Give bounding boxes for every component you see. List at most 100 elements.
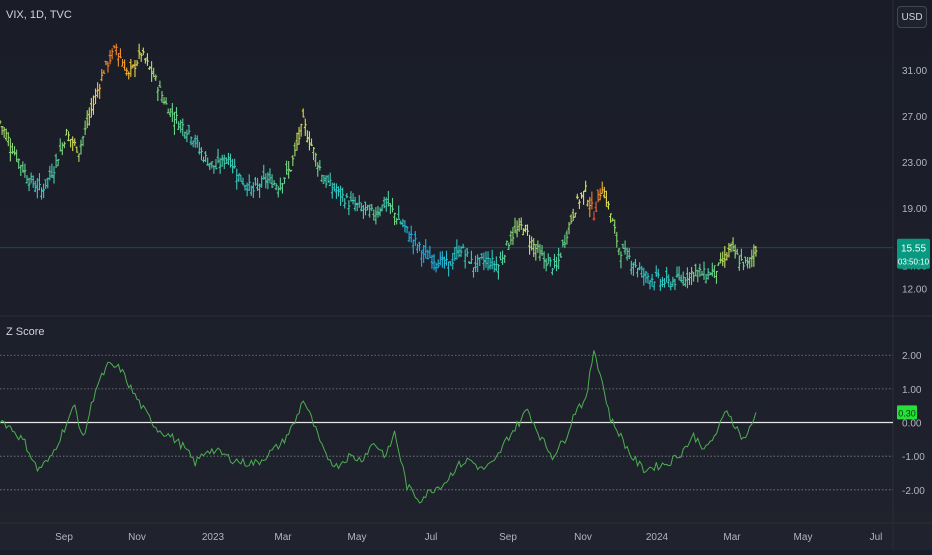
price-bar	[505, 240, 509, 246]
price-bar	[137, 43, 141, 59]
price-bar	[698, 263, 702, 277]
price-bar	[451, 252, 455, 270]
price-bar	[731, 237, 735, 252]
price-bar	[44, 179, 48, 189]
price-bar	[339, 185, 342, 206]
price-bar	[746, 257, 750, 269]
price-bar	[341, 187, 345, 202]
time-axis-label: Nov	[128, 532, 146, 543]
price-bar	[430, 254, 434, 269]
price-bar	[60, 142, 64, 156]
price-bar	[303, 118, 307, 136]
price-bar	[87, 107, 91, 126]
price-bar	[503, 254, 507, 263]
price-bar	[229, 153, 232, 168]
price-bar	[629, 260, 633, 275]
price-bar	[422, 244, 426, 263]
price-bar	[102, 70, 106, 74]
price-bar	[370, 204, 374, 212]
price-bar	[434, 262, 438, 273]
price-bar	[154, 74, 158, 81]
price-bar	[129, 58, 133, 77]
price-bar	[551, 268, 554, 276]
price-bar	[474, 255, 477, 273]
price-bar	[374, 207, 378, 225]
price-bar	[56, 159, 60, 167]
price-bar	[312, 147, 315, 161]
price-bar	[544, 258, 548, 272]
price-bar	[420, 250, 423, 267]
zscore-tick-label: -2.00	[902, 486, 925, 497]
price-bars	[0, 43, 758, 291]
price-bar	[702, 261, 706, 280]
price-bar	[189, 136, 193, 146]
price-bar	[553, 253, 556, 269]
price-bar	[293, 142, 297, 157]
price-bar	[206, 157, 210, 166]
price-bar	[578, 199, 581, 209]
price-bar	[289, 169, 293, 172]
price-bar	[654, 265, 658, 277]
price-bar	[681, 271, 685, 286]
price-bar	[590, 191, 594, 210]
price-bar	[478, 257, 482, 267]
price-bar	[563, 234, 567, 248]
price-bar	[752, 244, 756, 267]
price-bar	[278, 177, 282, 191]
price-bar	[173, 111, 176, 136]
price-bar	[472, 267, 475, 278]
price-bar	[733, 244, 737, 259]
price-bar	[652, 281, 656, 291]
price-bar	[77, 153, 81, 162]
price-bar	[440, 251, 444, 268]
price-bar	[536, 240, 540, 253]
price-bar	[89, 97, 93, 118]
price-bar	[283, 177, 286, 184]
price-bar	[185, 129, 189, 143]
price-bar	[389, 203, 392, 215]
price-bar	[665, 266, 669, 283]
price-bar	[515, 220, 519, 238]
price-bar	[727, 243, 731, 258]
price-bar	[272, 180, 276, 186]
price-bar	[46, 177, 50, 189]
price-bar	[125, 67, 129, 76]
indicator-title: Z Score	[6, 326, 45, 338]
price-bar	[380, 204, 384, 212]
price-bar	[21, 161, 25, 173]
price-bar	[582, 190, 585, 205]
price-bar	[251, 182, 255, 198]
currency-button[interactable]: USD	[897, 6, 927, 28]
price-bar	[193, 134, 197, 148]
price-bar	[644, 270, 648, 284]
price-bar	[38, 173, 41, 191]
price-bar	[538, 243, 542, 261]
price-bar	[17, 158, 21, 169]
price-bar	[613, 219, 617, 234]
price-bar	[168, 108, 172, 118]
price-bar	[202, 156, 205, 163]
price-bar	[330, 182, 334, 199]
price-bar	[455, 239, 459, 260]
price-bar	[110, 48, 114, 60]
price-bar	[366, 204, 369, 211]
zscore-tick-label: 2.00	[902, 351, 922, 362]
price-bar	[445, 250, 448, 266]
price-bar	[112, 45, 116, 49]
price-bar	[94, 88, 97, 105]
price-bar	[359, 202, 363, 212]
price-bar	[438, 251, 442, 266]
price-bar	[463, 249, 467, 269]
price-bar	[411, 239, 415, 255]
price-bar	[548, 257, 552, 267]
price-bar	[181, 118, 185, 136]
price-bar	[476, 254, 480, 273]
price-bar	[71, 136, 75, 152]
price-bar	[395, 217, 399, 225]
price-bar	[735, 248, 739, 255]
zscore-badge-value: 0.30	[898, 408, 916, 418]
price-tick-label: 31.00	[902, 66, 927, 77]
price-bar	[413, 231, 417, 246]
price-bar	[694, 263, 698, 277]
